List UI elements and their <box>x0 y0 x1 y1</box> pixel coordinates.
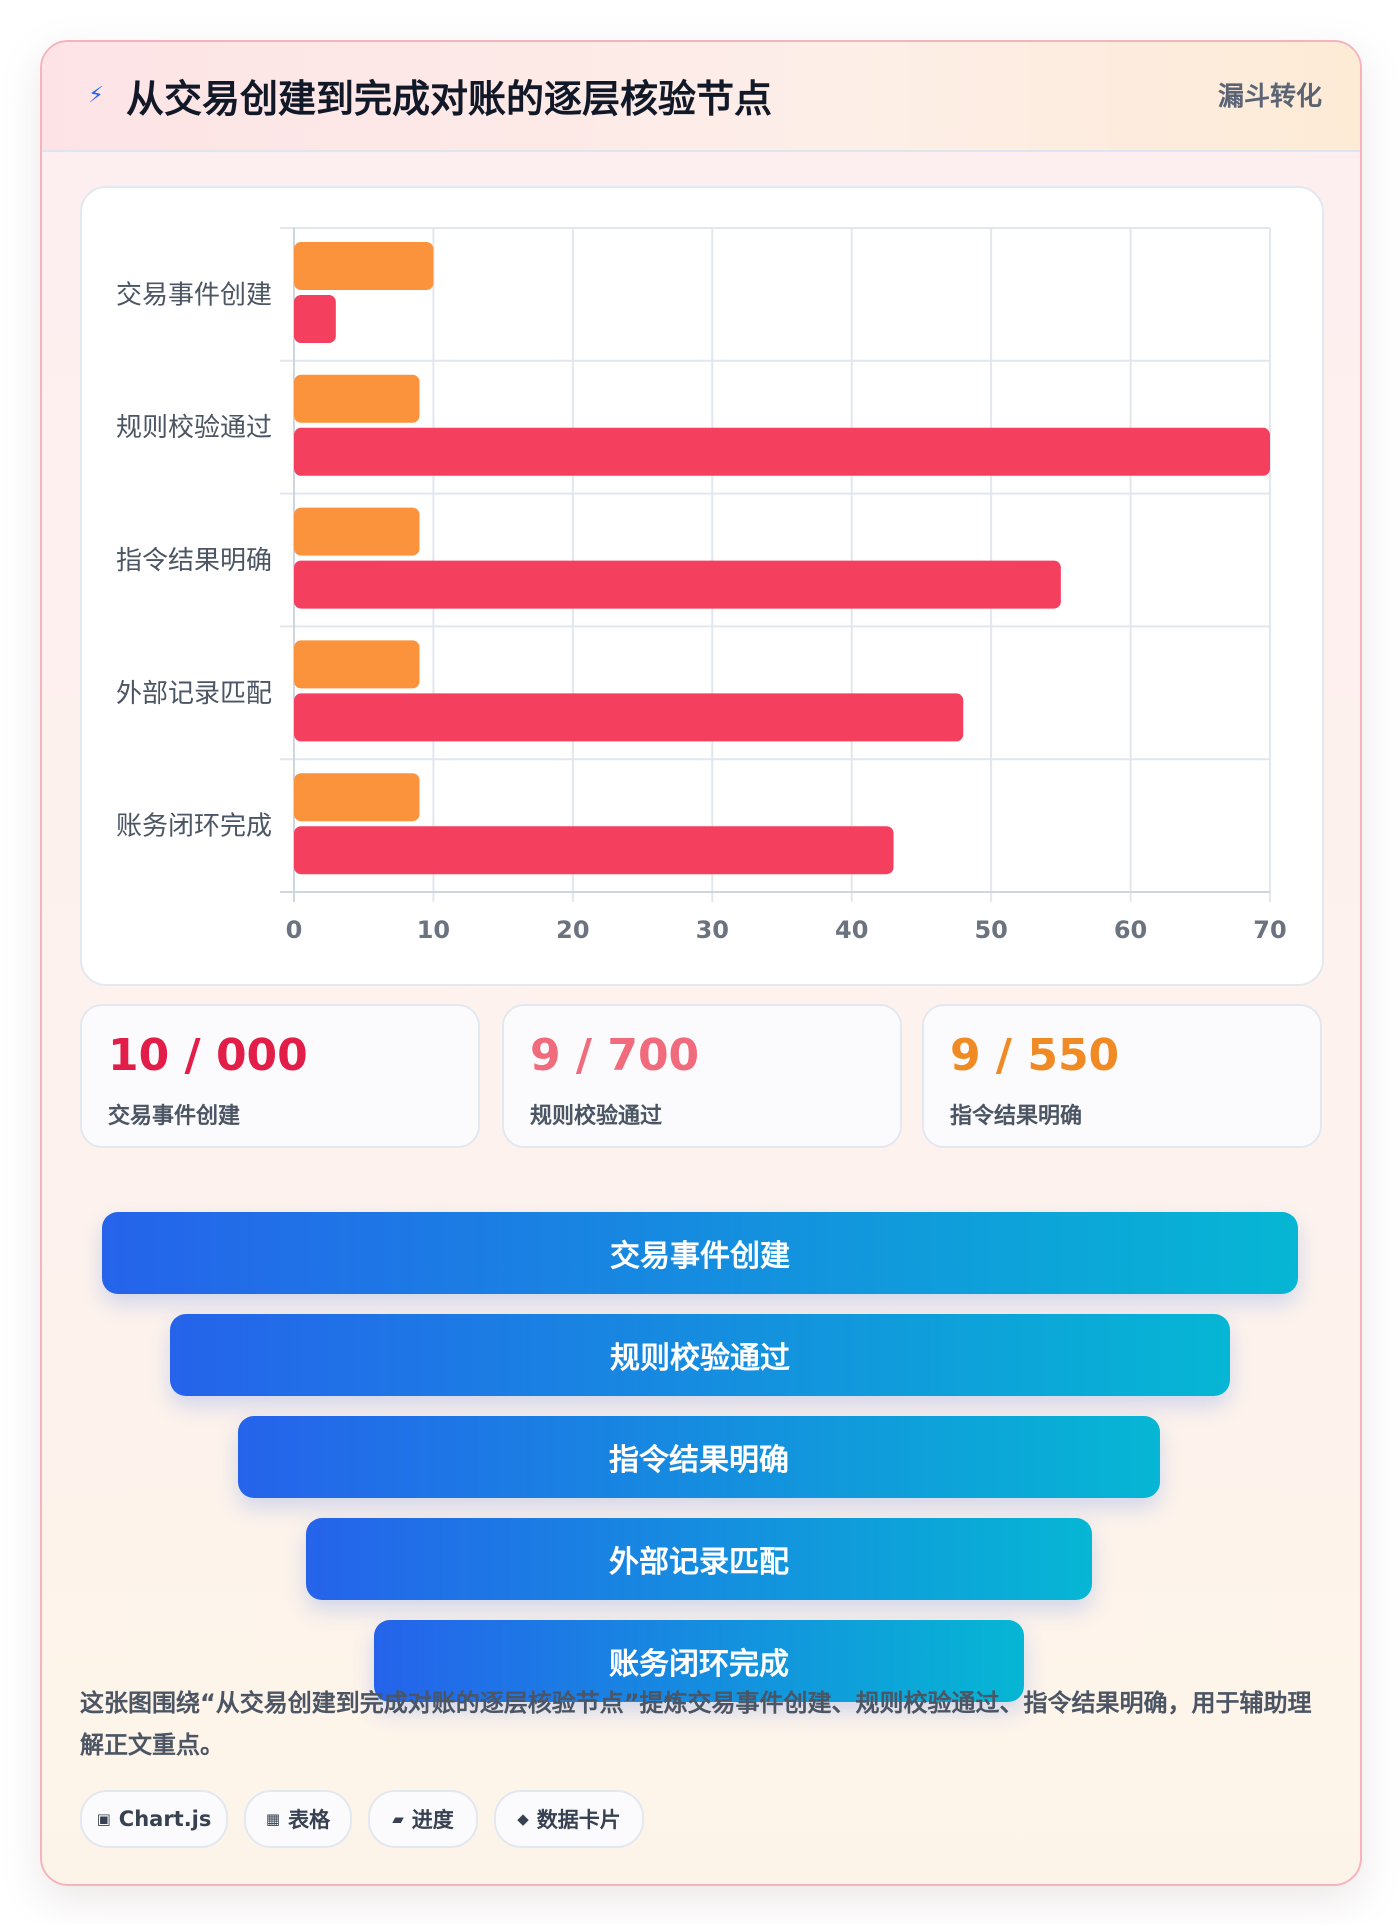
chip-data-card[interactable]: ◆ 数据卡片 <box>494 1790 644 1848</box>
y-tick-label: 指令结果明确 <box>116 546 272 576</box>
funnel-stage-label: 账务闭环完成 <box>609 1647 789 1682</box>
x-tick-label: 70 <box>1253 916 1286 944</box>
chip-chartjs[interactable]: ▣ Chart.js <box>80 1790 228 1848</box>
bar-red-2 <box>294 427 1270 476</box>
chip-label: 数据卡片 <box>536 1808 621 1832</box>
bar-red-4 <box>294 693 964 742</box>
description-text: 这张图围绕“从交易创建到完成对账的逐层核验节点”提炼交易事件创建、规则校验通过、… <box>80 1689 1312 1759</box>
bar-orange-3 <box>294 507 420 556</box>
funnel-stage-label: 指令结果明确 <box>609 1443 789 1478</box>
stat-card-instruction: 9 / 550 指令结果明确 <box>922 1004 1322 1148</box>
funnel-stage-label: 交易事件创建 <box>610 1239 790 1274</box>
funnel-stage: 账务闭环完成 <box>374 1620 1024 1702</box>
bar-orange-1 <box>294 242 434 290</box>
funnel-stage: 规则校验通过 <box>170 1314 1230 1396</box>
stat-label: 交易事件创建 <box>108 1104 241 1129</box>
y-tick-label: 规则校验通过 <box>116 413 272 443</box>
category-tag: 漏斗转化 <box>1217 82 1322 112</box>
funnel-stage: 外部记录匹配 <box>306 1518 1092 1600</box>
funnel-stage-label: 外部记录匹配 <box>609 1545 789 1580</box>
bar-red-1 <box>294 295 336 343</box>
bar-chart-panel: 交易事件创建 规则校验通过 指令结果明确 外部记录匹配 账务闭环完成 0 10 20 30 40 5… <box>80 186 1324 986</box>
chip-table[interactable]: ▦ 表格 <box>244 1790 352 1848</box>
page-title: 从交易创建到完成对账的逐层核验节点 <box>126 77 773 121</box>
stat-value: 9 / 700 <box>530 1030 700 1081</box>
x-tick-label: 30 <box>696 916 729 944</box>
chip-label: 进度 <box>411 1808 454 1832</box>
y-tick-label: 外部记录匹配 <box>116 679 272 709</box>
stats-row: 10 / 000 交易事件创建 9 / 700 规则校验通过 9 / 550 指… <box>80 1004 1322 1148</box>
x-tick-label: 10 <box>417 916 450 944</box>
stat-value: 9 / 550 <box>950 1030 1120 1081</box>
stat-label: 指令结果明确 <box>950 1104 1083 1129</box>
x-tick-label: 60 <box>1114 916 1147 944</box>
bar-red-5 <box>294 826 894 875</box>
infographic-card: ⚡ 从交易创建到完成对账的逐层核验节点 漏斗转化 交易事件创建 规则校验通过 指令结… <box>40 40 1362 1886</box>
bar-red-3 <box>294 560 1061 609</box>
x-tick-label: 20 <box>556 916 589 944</box>
chart-frame-icon: ▣ <box>96 1810 111 1828</box>
diamond-icon: ◆ <box>517 1810 529 1828</box>
table-icon: ▦ <box>265 1810 281 1828</box>
funnel-stage: 指令结果明确 <box>238 1416 1160 1498</box>
stat-label: 规则校验通过 <box>530 1104 663 1129</box>
bar-orange-2 <box>294 374 420 423</box>
bar-orange-4 <box>294 640 420 689</box>
chip-progress[interactable]: ▰ 进度 <box>368 1790 478 1848</box>
funnel-stage: 交易事件创建 <box>102 1212 1298 1294</box>
x-tick-label: 0 <box>286 916 303 944</box>
x-tick-label: 50 <box>974 916 1007 944</box>
stat-card-validated: 9 / 700 规则校验通过 <box>502 1004 902 1148</box>
stat-card-created: 10 / 000 交易事件创建 <box>80 1004 480 1148</box>
x-tick-label: 40 <box>835 916 868 944</box>
y-tick-label: 交易事件创建 <box>116 280 272 310</box>
lightning-icon: ⚡ <box>88 83 104 108</box>
funnel-stage-label: 规则校验通过 <box>610 1341 790 1376</box>
chip-label: Chart.js <box>118 1807 212 1831</box>
card-header: ⚡ 从交易创建到完成对账的逐层核验节点 漏斗转化 <box>42 42 1360 152</box>
y-tick-label: 账务闭环完成 <box>116 812 272 842</box>
funnel-diagram: 交易事件创建 规则校验通过 指令结果明确 外部记录匹配 账务闭环完成 <box>42 1172 1360 1702</box>
progress-icon: ▰ <box>392 1810 404 1828</box>
bar-orange-5 <box>294 773 420 822</box>
stat-value: 10 / 000 <box>108 1030 308 1081</box>
chip-label: 表格 <box>288 1808 331 1832</box>
